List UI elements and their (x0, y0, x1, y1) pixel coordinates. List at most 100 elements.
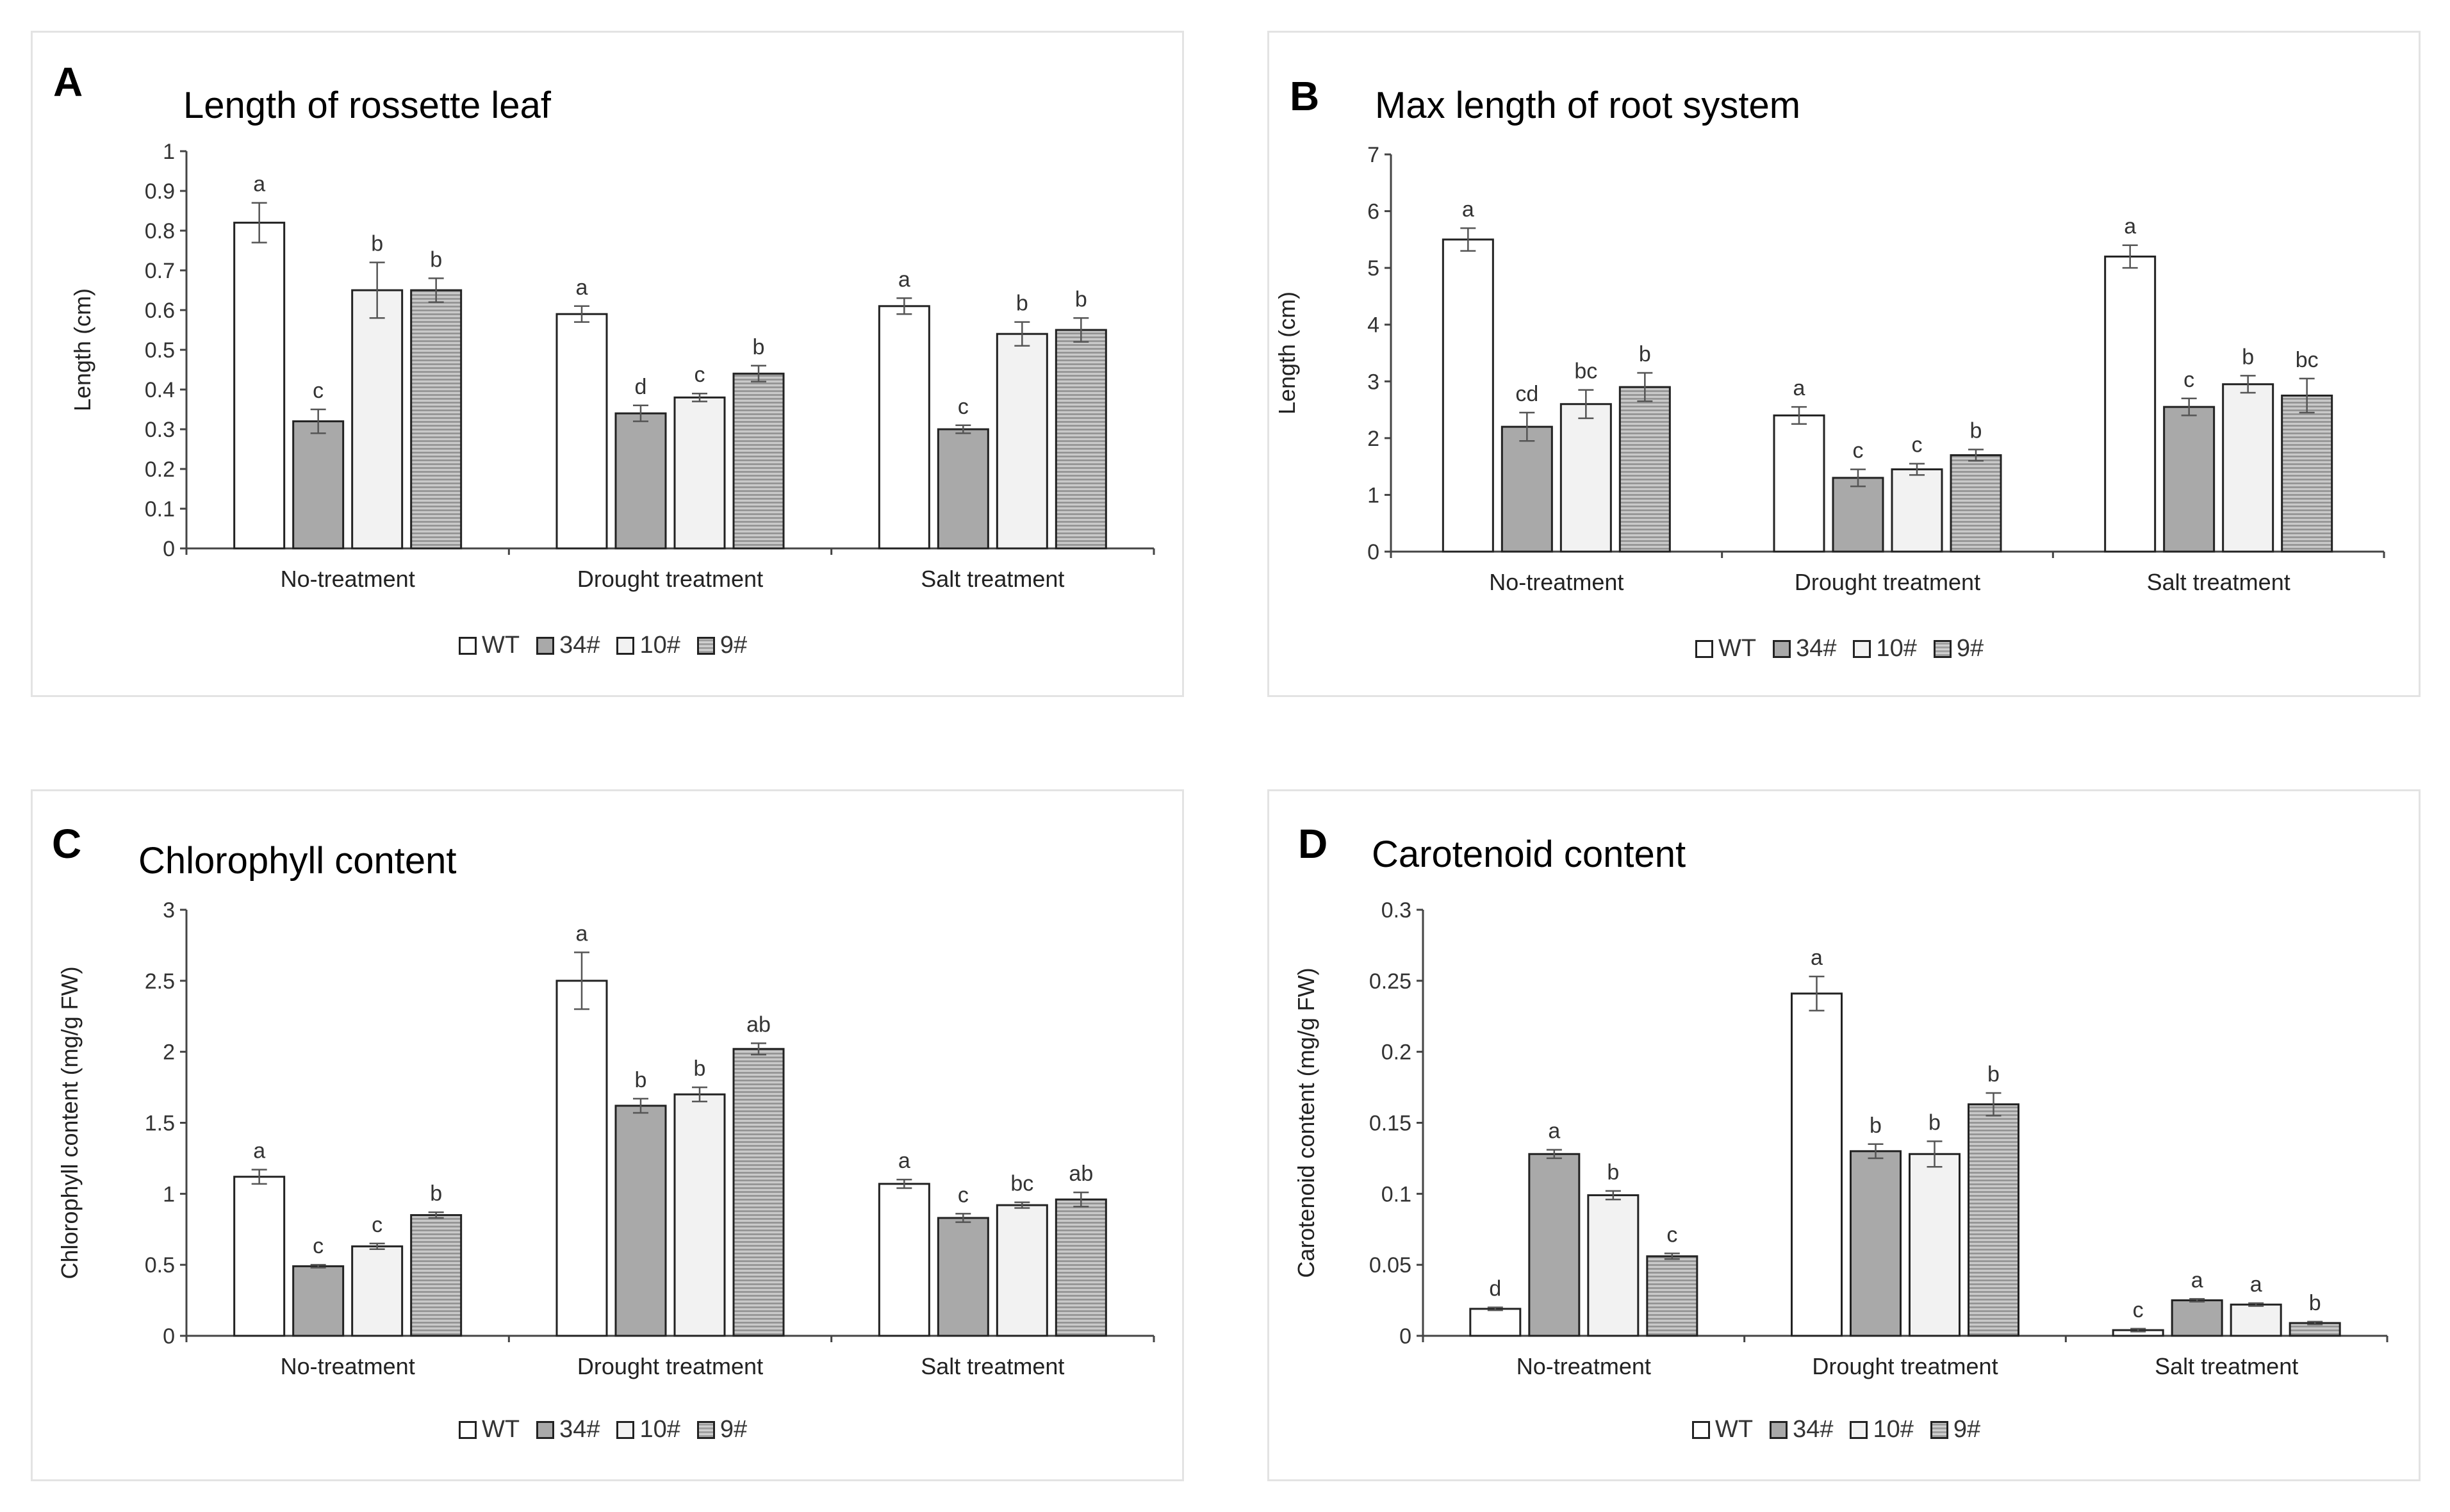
legend-label: WT (482, 1416, 520, 1443)
legend-item-9: 9# (1933, 635, 1984, 662)
chart-title: Carotenoid content (1372, 834, 1686, 875)
significance-label: b (1870, 1113, 1882, 1138)
bar (2163, 406, 2216, 553)
legend-swatch (1930, 1420, 1948, 1439)
y-tick-label: 0.1 (1381, 1182, 1411, 1206)
significance-label: c (958, 395, 969, 419)
legend-item-10: 10# (1853, 635, 1917, 662)
significance-label: b (371, 232, 383, 256)
bar (555, 313, 608, 550)
legend-label: 10# (1876, 635, 1917, 662)
legend-label: 9# (1956, 635, 1984, 662)
bar (1909, 1153, 1961, 1337)
y-axis-label: Carotenoid content (mg/g FW) (1293, 967, 1319, 1278)
legend: WT 34# 10# 9# (1692, 1416, 1980, 1443)
significance-label: b (1970, 419, 1982, 443)
legend-item-10: 10# (1850, 1416, 1914, 1443)
legend-swatch (1933, 639, 1952, 658)
panel-a: A Length of rossette leaf 0 0.1 0.2 0.3 0.4 0… (31, 31, 1184, 697)
legend-label: 34# (1796, 635, 1837, 662)
panel-letter: C (52, 821, 82, 867)
legend-label: 34# (559, 1416, 600, 1443)
significance-label: a (253, 1139, 265, 1163)
bar (2104, 255, 2157, 553)
significance-label: ab (1069, 1162, 1093, 1186)
legend: WT 34# 10# 9# (459, 1416, 747, 1443)
bar-chart-a: 0 0.1 0.2 0.3 0.4 0.5 0.6 0.7 0.8 0.9 1 Length (cm)… (69, 140, 1155, 592)
y-tick-label: 2 (163, 1040, 175, 1065)
legend-label: 34# (1793, 1416, 1834, 1443)
x-category-label: No-treatment (281, 1353, 415, 1379)
y-tick-label: 1.5 (145, 1112, 175, 1136)
significance-label: cd (1515, 382, 1538, 406)
x-category-label: No-treatment (1517, 1353, 1651, 1379)
legend: WT 34# 10# 9# (459, 632, 747, 659)
significance-label: a (898, 1149, 910, 1173)
y-tick-label: 0.05 (1369, 1253, 1411, 1278)
legend-label: WT (482, 632, 520, 659)
bar (673, 396, 726, 550)
bar (732, 1048, 785, 1337)
legend-swatch (1770, 1420, 1788, 1439)
legend-item-wt: WT (459, 632, 520, 659)
bar (1055, 329, 1107, 550)
bar (1528, 1153, 1581, 1337)
significance-label: a (1793, 376, 1805, 400)
bar (292, 1265, 345, 1337)
panel-letter: A (53, 59, 83, 105)
legend-swatch (536, 1420, 555, 1439)
x-category-label: Salt treatment (2147, 569, 2290, 595)
bar (410, 1214, 463, 1337)
significance-label: a (898, 267, 910, 292)
legend-item-9: 9# (696, 1416, 748, 1443)
y-tick-label: 3 (1367, 370, 1379, 394)
legend-item-wt: WT (459, 1416, 520, 1443)
y-tick-label: 0.25 (1369, 969, 1411, 994)
bar (1791, 992, 1843, 1337)
bar (1968, 1103, 2019, 1337)
panel-c: C Chlorophyll content 0 0.5 1 1.5 2 2.5 3 Chlor… (31, 789, 1184, 1481)
bar (2230, 1303, 2282, 1337)
y-tick-label: 1 (163, 140, 175, 164)
significance-label: b (1607, 1160, 1619, 1185)
significance-label: b (1075, 287, 1087, 311)
y-tick-label: 0.6 (145, 299, 175, 323)
bar (996, 333, 1048, 550)
legend-swatch (1853, 639, 1871, 658)
legend-item-10: 10# (616, 1416, 680, 1443)
legend-swatch (696, 636, 715, 655)
y-tick-label: 1 (163, 1182, 175, 1206)
x-category-label: Salt treatment (2155, 1353, 2298, 1379)
x-category-label: Drought treatment (1795, 569, 1980, 595)
y-tick-label: 0.5 (145, 338, 175, 363)
bar (1891, 468, 1943, 553)
y-tick-label: 6 (1367, 200, 1379, 224)
bar (2171, 1299, 2223, 1337)
bar (1850, 1150, 1902, 1337)
panel-b: B Max length of root system 0 1 2 3 4 5 6 7 Leng… (1267, 31, 2421, 697)
legend-item-10: 10# (616, 632, 680, 659)
bar (292, 420, 345, 550)
significance-label: b (2242, 345, 2254, 369)
significance-label: b (1016, 292, 1028, 316)
bar (233, 1176, 286, 1337)
legend-label: 9# (719, 1416, 748, 1443)
y-tick-label: 0.1 (145, 497, 175, 522)
significance-label: c (695, 363, 705, 387)
y-tick-label: 0 (1367, 540, 1379, 564)
significance-label: c (1666, 1222, 1677, 1247)
legend-label: WT (1718, 635, 1757, 662)
bar (937, 1217, 989, 1337)
legend-swatch (1695, 639, 1713, 658)
y-tick-label: 0.3 (1381, 898, 1411, 923)
significance-label: b (1987, 1062, 2000, 1087)
bar (878, 1183, 930, 1337)
y-tick-label: 2 (1367, 427, 1379, 451)
panel-d: D Carotenoid content 0 0.05 0.1 0.15 0.2 0.25… (1267, 789, 2421, 1481)
bar (555, 980, 608, 1337)
significance-label: b (430, 247, 442, 272)
chart-title: Length of rossette leaf (183, 85, 551, 126)
significance-label: d (635, 375, 647, 399)
bar (233, 222, 286, 550)
